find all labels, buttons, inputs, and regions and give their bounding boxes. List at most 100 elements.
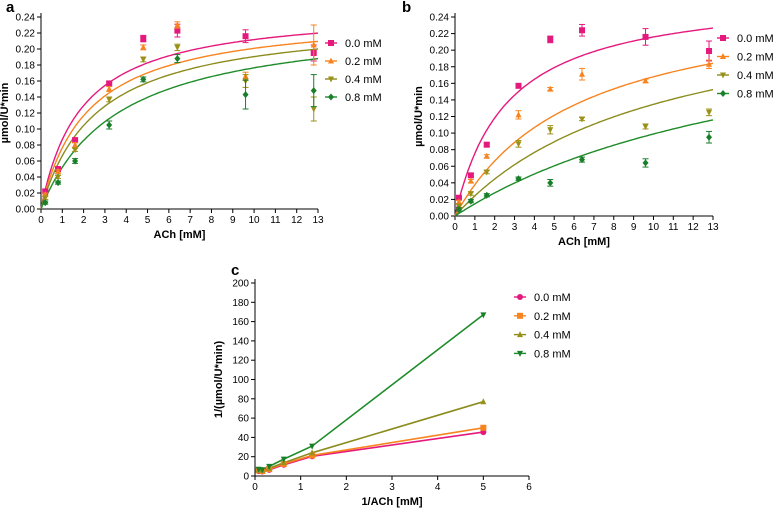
data-point xyxy=(174,55,181,63)
data-point xyxy=(55,167,62,174)
data-point xyxy=(309,449,316,456)
legend-label: 0.0 mM xyxy=(534,292,571,304)
series-line-0 xyxy=(454,27,714,217)
data-point xyxy=(174,27,181,34)
data-point xyxy=(242,33,249,40)
x-tick-label: 9 xyxy=(631,222,637,233)
y-tick-label: 0.20 xyxy=(16,45,36,56)
chart-panel-b: b 0.00 0.02 0.04 0.06 0.08 0.10 0.12 0.14 0.16 0.1… xyxy=(402,0,774,248)
legend-label: 0.4 mM xyxy=(737,70,774,82)
y-tick-label: 80 xyxy=(238,394,250,405)
y-tick-label: 120 xyxy=(232,356,249,367)
y-tick-label: 0.22 xyxy=(16,29,36,40)
y-tick-label: 0.24 xyxy=(16,13,36,24)
data-point xyxy=(483,169,490,176)
y-tick-label: 0.04 xyxy=(430,178,450,189)
data-point xyxy=(140,56,147,63)
x-tick-label: 11 xyxy=(668,222,679,233)
y-tick-label: 0.16 xyxy=(430,79,450,90)
data-point xyxy=(42,199,49,207)
series-line-1 xyxy=(454,62,714,217)
x-tick-label: 0 xyxy=(452,222,458,233)
series-line-2 xyxy=(40,48,319,210)
legend-marker xyxy=(720,90,726,97)
x-axis-title: 1/ACh [mM] xyxy=(361,496,422,508)
x-tick-label: 3 xyxy=(389,482,395,493)
data-point xyxy=(72,141,79,148)
y-tick-label: 140 xyxy=(232,336,249,347)
data-point xyxy=(310,106,317,113)
y-tick-label: 20 xyxy=(238,452,250,463)
data-point xyxy=(547,127,554,134)
x-tick-label: 13 xyxy=(312,215,324,226)
x-axis-title: ACh [mM] xyxy=(154,229,206,241)
data-point xyxy=(706,47,713,54)
x-tick-label: 4 xyxy=(123,215,129,226)
x-tick-label: 0 xyxy=(38,215,44,226)
x-tick-label: 10 xyxy=(648,222,660,233)
data-point xyxy=(706,60,713,67)
data-point xyxy=(140,75,147,83)
legend-marker xyxy=(328,57,334,64)
data-point xyxy=(310,87,317,95)
x-tick-label: 11 xyxy=(270,215,281,226)
x-tick-label: 7 xyxy=(591,222,597,233)
legend-marker xyxy=(328,93,334,101)
data-point xyxy=(455,205,462,213)
panel-label: b xyxy=(402,0,411,16)
data-point xyxy=(174,21,181,28)
x-tick-label: 2 xyxy=(81,215,87,226)
data-point xyxy=(483,152,490,159)
data-point xyxy=(547,179,554,187)
data-point xyxy=(467,172,474,179)
legend-marker xyxy=(328,76,334,83)
data-point xyxy=(467,197,474,205)
data-point xyxy=(140,35,147,42)
legend-label: 0.0 mM xyxy=(737,33,774,45)
data-point xyxy=(42,195,49,202)
legend-label: 0.8 mM xyxy=(534,348,571,360)
legend-marker xyxy=(517,294,523,300)
legend-label: 0.8 mM xyxy=(345,92,382,104)
legend-marker xyxy=(720,72,726,79)
series-line-1 xyxy=(40,40,319,210)
legend-label: 0.2 mM xyxy=(345,56,382,68)
legend-label: 0.4 mM xyxy=(534,330,571,342)
x-tick-label: 12 xyxy=(291,215,303,226)
data-point xyxy=(310,41,317,48)
data-point xyxy=(106,85,113,92)
y-axis-title: 1/(µmol/U*min) xyxy=(213,341,225,419)
chart-panel-a: a 0.00 0.02 0.04 0.06 0.08 0.10 0.12 0.14 0.16 0.1… xyxy=(0,0,382,241)
x-tick-label: 3 xyxy=(512,222,518,233)
y-tick-label: 0.08 xyxy=(16,141,36,152)
legend-label: 0.2 mM xyxy=(534,311,571,323)
data-point xyxy=(579,116,586,123)
x-tick-label: 6 xyxy=(166,215,172,226)
x-tick-label: 12 xyxy=(688,222,700,233)
data-point xyxy=(483,141,490,148)
x-tick-label: 9 xyxy=(230,215,236,226)
data-point xyxy=(106,121,113,129)
y-tick-label: 0.18 xyxy=(430,62,450,73)
x-tick-label: 1 xyxy=(60,215,66,226)
data-point xyxy=(72,147,79,154)
y-tick-label: 160 xyxy=(232,317,249,328)
data-point xyxy=(72,137,79,144)
data-point xyxy=(242,91,249,99)
x-tick-label: 5 xyxy=(481,482,487,493)
legend-label: 0.4 mM xyxy=(345,74,382,86)
data-point xyxy=(467,177,474,184)
x-tick-label: 4 xyxy=(532,222,538,233)
series-line-0 xyxy=(258,431,484,473)
chart-panel-c: c 0 20 40 60 80 100 120 140 160 180 200 0 1 2 3 4 5 6 1/ACh… xyxy=(213,262,571,508)
data-point xyxy=(140,43,147,50)
data-point xyxy=(55,179,62,187)
data-point xyxy=(706,109,713,116)
panel-label: c xyxy=(231,262,239,279)
y-axis-title: µmol/U*min xyxy=(0,82,11,143)
x-tick-label: 3 xyxy=(102,215,108,226)
y-tick-label: 0.22 xyxy=(430,29,450,40)
data-point xyxy=(515,175,522,183)
legend-marker xyxy=(517,350,523,357)
